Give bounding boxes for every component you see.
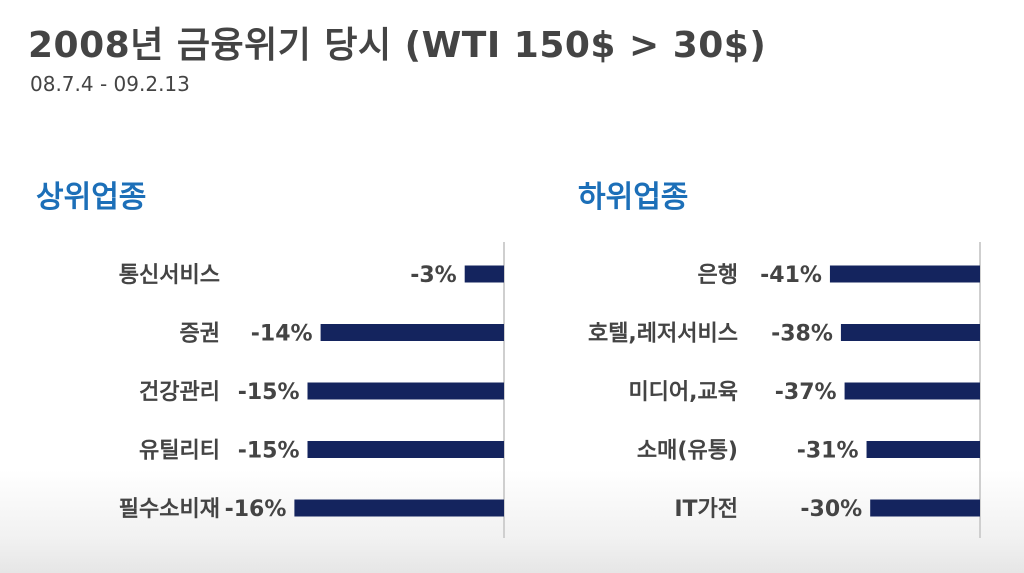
category-label-0-1: 증권 <box>180 322 220 347</box>
value-label-1-0: -41% <box>760 263 822 288</box>
value-label-0-2: -15% <box>238 380 300 405</box>
date-range: 08.7.4 - 09.2.13 <box>30 72 190 96</box>
category-label-1-0: 은행 <box>698 263 738 288</box>
value-label-0-0: -3% <box>410 263 456 288</box>
category-label-1-3: 소매(유통) <box>637 439 738 464</box>
bar-1-3 <box>866 441 980 458</box>
value-label-1-1: -38% <box>771 322 833 347</box>
value-label-1-4: -30% <box>800 497 862 522</box>
bar-1-1 <box>840 324 980 341</box>
category-label-0-4: 필수소비재 <box>119 497 220 522</box>
category-label-0-0: 통신서비스 <box>119 263 220 288</box>
value-label-1-2: -37% <box>775 380 837 405</box>
top-sectors-title: 상위업종 <box>36 180 147 215</box>
bar-0-1 <box>320 324 504 341</box>
category-label-1-1: 호텔,레저서비스 <box>588 322 738 347</box>
bar-1-4 <box>870 499 980 517</box>
category-label-0-2: 건강관리 <box>139 380 220 405</box>
value-label-0-1: -14% <box>251 322 313 347</box>
category-label-1-2: 미디어,교육 <box>628 380 738 405</box>
bar-0-0 <box>464 265 504 283</box>
bottom-sectors-title: 하위업종 <box>578 180 689 215</box>
value-label-0-4: -16% <box>225 497 287 522</box>
bar-1-0 <box>829 265 980 283</box>
bar-0-3 <box>307 441 504 458</box>
value-label-0-3: -15% <box>238 439 300 464</box>
bar-0-2 <box>307 382 504 400</box>
bar-0-4 <box>294 499 504 517</box>
value-label-1-3: -31% <box>797 439 859 464</box>
category-label-0-3: 유틸리티 <box>139 439 220 464</box>
bar-1-2 <box>844 382 980 400</box>
category-label-1-4: IT가전 <box>674 497 738 522</box>
page-title: 2008년 금융위기 당시 (WTI 150$ > 30$) <box>28 25 767 66</box>
